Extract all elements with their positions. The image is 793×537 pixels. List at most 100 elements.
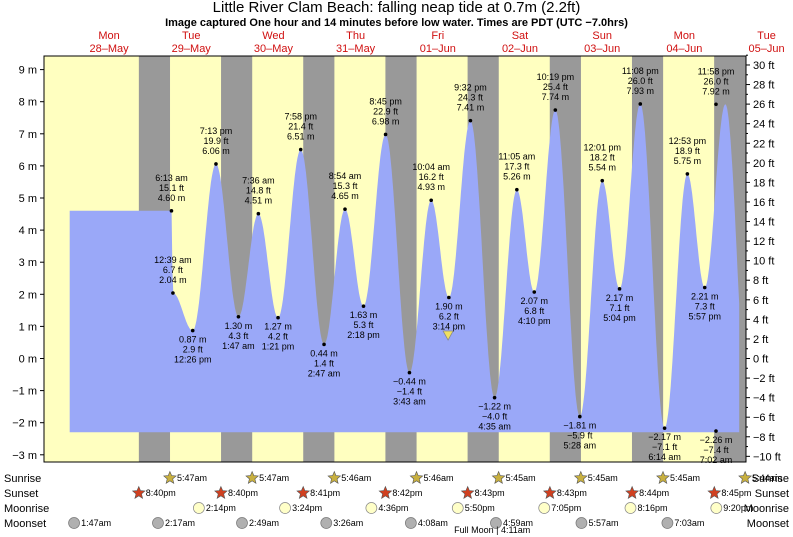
moonrise-icon — [451, 502, 464, 514]
sunrise-time: 5:46am — [341, 473, 371, 483]
extreme-point — [617, 287, 622, 291]
day-label-date: 01–Jun — [420, 43, 456, 55]
sunset-time: 8:40pm — [228, 488, 258, 498]
extreme-time: 12:01 pm — [583, 143, 621, 153]
extreme-height-ft: −5.9 ft — [567, 431, 593, 441]
moonset-icon — [575, 517, 588, 529]
y-right-tick-label: 28 ft — [753, 80, 774, 92]
extreme-time: 12:39 am — [154, 255, 192, 265]
day-label-dow: Thu — [346, 30, 365, 42]
extreme-height-ft: 6.2 ft — [439, 312, 460, 322]
extreme-height-ft: 4.3 ft — [228, 331, 249, 341]
extreme-height-ft: −1.4 ft — [397, 387, 423, 397]
sunrise-icon — [491, 470, 506, 484]
y-left-tick-label: 9 m — [19, 65, 37, 77]
extreme-height-ft: 6.7 ft — [163, 265, 184, 275]
day-label-date: 30–May — [254, 43, 294, 55]
extreme-point — [429, 198, 433, 203]
moonset-time: 2:17am — [165, 518, 195, 528]
extreme-point — [276, 315, 280, 320]
moonrise-icon — [365, 502, 378, 514]
moonset-time: 3:26am — [333, 518, 363, 528]
extreme-time: 6:13 am — [155, 173, 188, 183]
extreme-height-m: −2.26 m — [700, 435, 733, 445]
extreme-time: 3:43 am — [393, 397, 426, 407]
moonset-icon — [236, 517, 248, 529]
y-left-tick-label: 0 m — [19, 354, 37, 366]
sunset-icon — [460, 485, 475, 499]
y-right-tick-label: 22 ft — [753, 138, 774, 150]
extreme-height-m: 5.26 m — [503, 172, 531, 182]
extreme-point — [298, 147, 303, 152]
extreme-time: 8:54 am — [329, 171, 362, 181]
sunset-icon — [131, 485, 146, 499]
y-right-tick-label: 18 ft — [753, 177, 774, 189]
extreme-height-m: 1.30 m — [225, 321, 253, 331]
chart-title: Little River Clam Beach: falling neap ti… — [212, 0, 581, 16]
y-left-tick-label: 6 m — [19, 161, 37, 173]
extreme-point — [515, 187, 519, 192]
moonrise-time: 8:16pm — [637, 503, 667, 513]
sunset-row-label-left: Sunset — [4, 488, 38, 500]
day-label-dow: Wed — [262, 30, 284, 42]
extreme-point — [407, 370, 412, 375]
extreme-point — [383, 132, 388, 137]
sunrise-icon — [738, 470, 753, 484]
moonset-time: 5:57am — [588, 518, 618, 528]
y-right-tick-label: 26 ft — [753, 99, 774, 111]
extreme-point — [662, 426, 667, 430]
sunrise-row-label-right: Sunrise — [752, 473, 789, 485]
day-label-dow: Tue — [182, 30, 201, 42]
extreme-height-ft: 7.1 ft — [610, 303, 631, 313]
moonset-icon — [320, 517, 333, 529]
extreme-height-m: 4.51 m — [245, 196, 273, 206]
sunrise-time: 5:45am — [670, 473, 700, 483]
extreme-height-ft: 22.9 ft — [373, 106, 399, 116]
extreme-time: 7:13 pm — [200, 126, 233, 136]
day-label-date: 28–May — [89, 43, 129, 55]
sunrise-time: 5:45am — [588, 473, 618, 483]
extreme-time: 5:57 pm — [688, 312, 721, 322]
moonset-icon — [405, 517, 417, 529]
moonset-row-label-right: Moonset — [747, 518, 789, 530]
extreme-height-m: 2.04 m — [159, 275, 187, 285]
full-moon-label: Full Moon | 4:11am — [454, 525, 530, 535]
day-label-dow: Mon — [674, 30, 695, 42]
extreme-height-m: 2.17 m — [606, 293, 634, 303]
extreme-point — [702, 285, 707, 290]
extreme-height-m: 1.27 m — [264, 322, 292, 332]
extreme-height-ft: 18.9 ft — [675, 146, 701, 156]
moonset-icon — [661, 517, 674, 529]
y-right-tick-label: 2 ft — [753, 334, 768, 346]
extreme-point — [171, 291, 175, 295]
y-right-tick-label: 12 ft — [753, 236, 774, 248]
extreme-height-ft: 5.3 ft — [353, 320, 374, 330]
y-left-tick-label: 4 m — [19, 225, 37, 237]
sunset-row-label-right: Sunset — [755, 488, 789, 500]
extreme-height-m: 0.44 m — [310, 348, 338, 358]
extreme-time: 12:26 pm — [174, 355, 212, 365]
extreme-height-ft: 15.1 ft — [159, 183, 185, 193]
extreme-point — [256, 211, 261, 216]
extreme-height-m: 4.93 m — [417, 182, 445, 192]
y-left-tick-label: −2 m — [12, 418, 37, 430]
extreme-height-ft: 4.2 ft — [268, 332, 289, 342]
moonrise-icon — [193, 502, 205, 514]
extreme-time: 11:05 am — [498, 152, 535, 162]
extreme-height-m: 5.54 m — [588, 163, 616, 173]
chart-subtitle: Image captured One hour and 14 minutes b… — [165, 17, 628, 29]
sunset-icon — [542, 485, 557, 499]
extreme-time: 7:58 pm — [284, 112, 317, 122]
sunset-time: 8:44pm — [639, 488, 669, 498]
extreme-height-m: 1.63 m — [350, 310, 378, 320]
extreme-time: 4:10 pm — [518, 316, 551, 326]
extreme-height-ft: 24.3 ft — [458, 93, 484, 103]
sunrise-time: 5:45am — [506, 473, 536, 483]
y-right-tick-label: −6 ft — [753, 412, 775, 424]
extreme-height-m: 1.90 m — [435, 302, 463, 312]
sunrise-icon — [656, 470, 670, 484]
sunrise-icon — [163, 470, 177, 484]
extreme-height-ft: 17.3 ft — [504, 162, 530, 172]
moonrise-icon — [624, 502, 637, 514]
y-left-tick-label: 8 m — [19, 97, 37, 109]
